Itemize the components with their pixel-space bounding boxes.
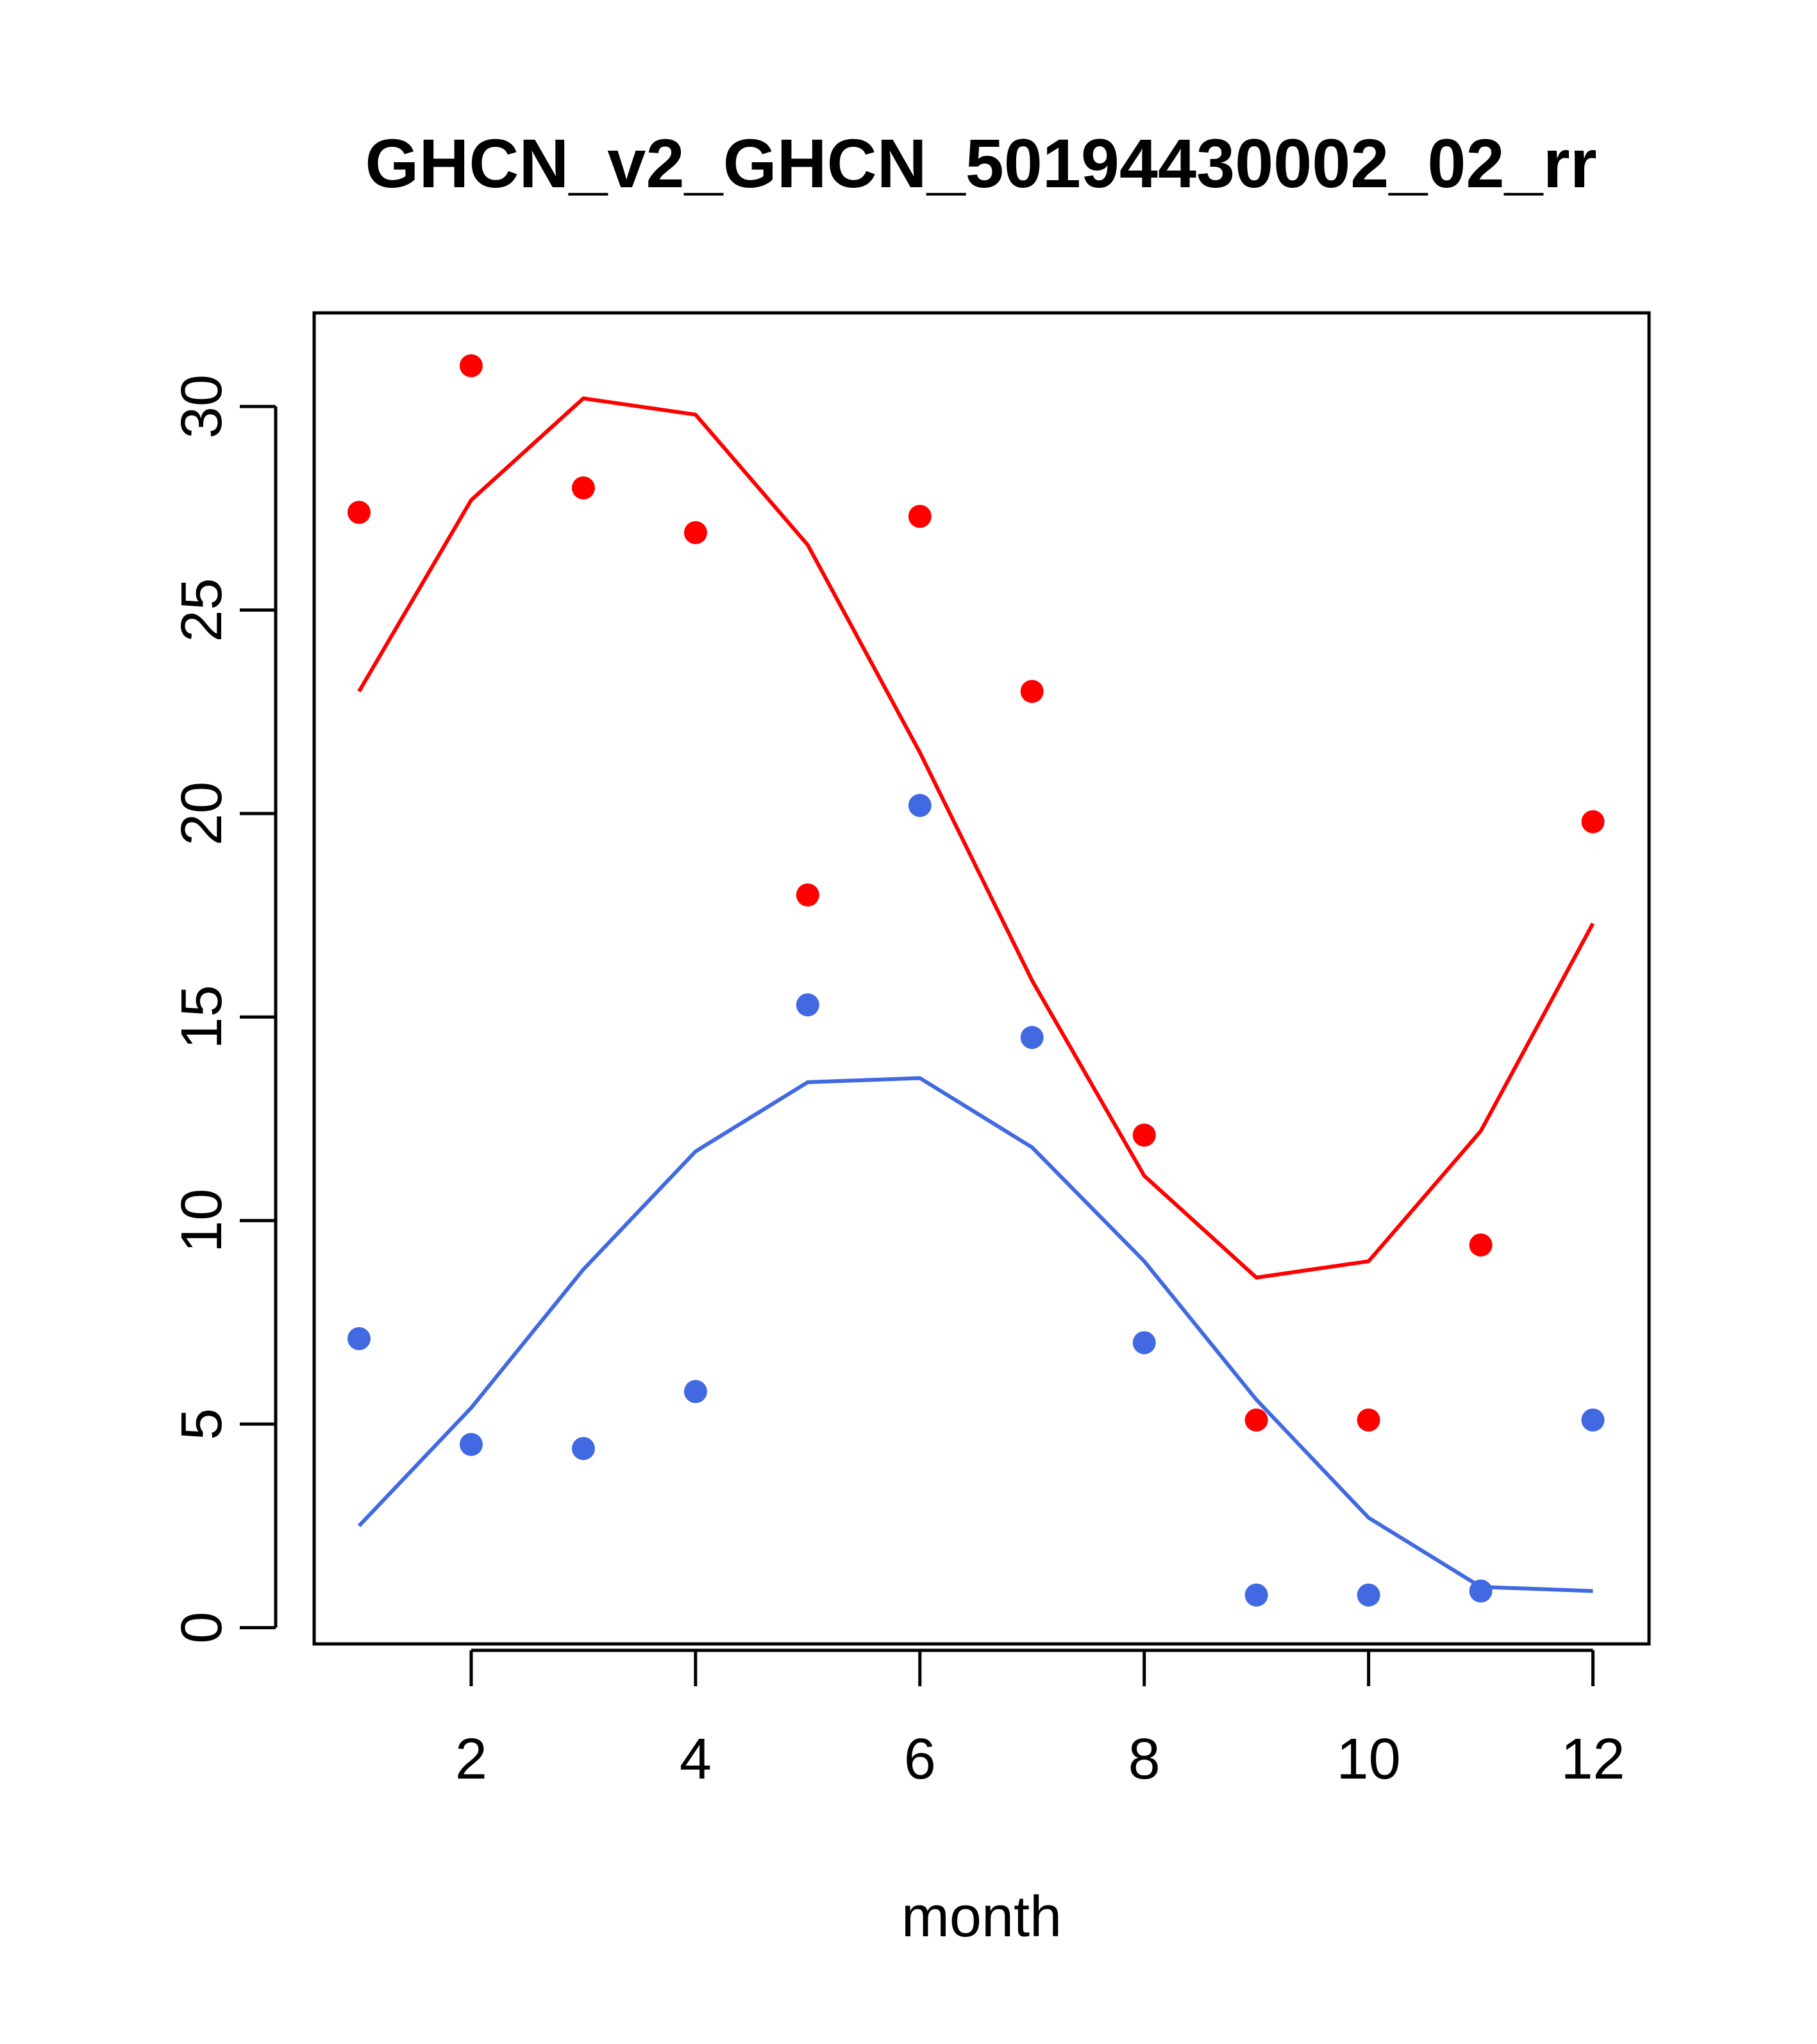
series-2-point xyxy=(1244,1583,1268,1607)
series-1-point xyxy=(683,521,707,544)
series-2-point xyxy=(796,993,819,1017)
series-line-2 xyxy=(357,1076,1593,1593)
series-1-point xyxy=(347,501,371,524)
y-tick-label: 30 xyxy=(170,374,234,439)
plot-frame xyxy=(312,311,1651,1646)
series-1-point xyxy=(1244,1408,1268,1432)
series-2-point xyxy=(1357,1583,1380,1607)
x-tick-label: 4 xyxy=(680,1727,712,1791)
y-tick-label: 0 xyxy=(170,1612,234,1644)
series-2-point xyxy=(1132,1331,1156,1355)
y-tick-label: 10 xyxy=(170,1189,234,1253)
series-1-point xyxy=(908,505,932,528)
series-2-point xyxy=(1020,1026,1044,1050)
series-2-point xyxy=(683,1380,707,1403)
series-1-point xyxy=(1020,680,1044,703)
series-1-point xyxy=(459,354,483,378)
y-tick-label: 20 xyxy=(170,782,234,846)
series-line-1 xyxy=(357,396,1595,1280)
series-2-point xyxy=(571,1437,595,1461)
series-1-point xyxy=(1469,1233,1493,1257)
y-tick-label: 25 xyxy=(170,578,234,642)
x-axis: 2 4 6 8 10 12 xyxy=(455,1648,1625,1791)
y-tick-label: 5 xyxy=(170,1408,234,1440)
series-2-point xyxy=(1581,1408,1605,1432)
series-1-point xyxy=(1581,810,1605,834)
series-1-point xyxy=(1357,1408,1380,1432)
series-2-point xyxy=(347,1327,371,1350)
series-1-point xyxy=(796,883,819,907)
x-tick-label: 12 xyxy=(1561,1727,1625,1791)
series-layer xyxy=(347,354,1605,1607)
x-tick-label: 10 xyxy=(1337,1727,1401,1791)
x-axis-label: month xyxy=(901,1885,1062,1949)
series-2-point xyxy=(459,1432,483,1456)
y-tick-label: 15 xyxy=(170,985,234,1049)
series-2-point xyxy=(1469,1579,1493,1603)
series-2-point xyxy=(908,794,932,817)
x-tick-label: 8 xyxy=(1128,1727,1160,1791)
x-tick-label: 6 xyxy=(904,1727,936,1791)
y-axis: 0 5 10 15 20 25 30 xyxy=(170,374,278,1644)
x-tick-label: 2 xyxy=(455,1727,487,1791)
series-1-point xyxy=(571,476,595,499)
chart-title: GHCN_v2_GHCN_50194430002_02_rr xyxy=(365,124,1596,202)
series-1-point xyxy=(1132,1123,1156,1147)
